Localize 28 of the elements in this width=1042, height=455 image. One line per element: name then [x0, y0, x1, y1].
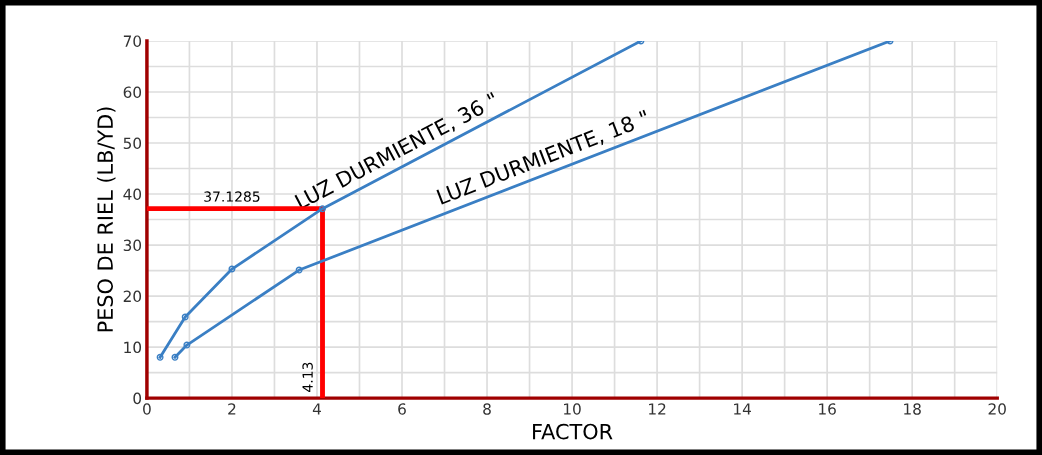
x-tick-label: 0	[143, 403, 151, 415]
annotation: 37.1285	[204, 191, 260, 202]
point	[181, 313, 189, 321]
y-tick-label: 50	[123, 137, 142, 150]
x-tick-label: 16	[819, 403, 836, 415]
x-tick-label: 18	[904, 403, 921, 415]
x-tick-label: 4	[312, 403, 321, 415]
x-tick-label: 2	[228, 403, 236, 415]
y-tick-label: 30	[123, 239, 142, 252]
y-tick-label: 20	[123, 290, 142, 303]
x-tick-label: 10	[564, 403, 581, 415]
annotation: 4.13	[302, 362, 313, 392]
y-axis-title: PESO DE RIEL (LB/YD)	[96, 107, 116, 332]
x-tick-label: 6	[398, 403, 406, 415]
y-tick-label: 0	[133, 392, 142, 405]
x-tick-label: 14	[734, 403, 751, 415]
x-tick-label: 12	[649, 403, 666, 415]
line-series	[171, 40, 894, 361]
x-axis-title: FACTOR	[533, 423, 613, 440]
point	[156, 353, 164, 361]
y-tick-label: 60	[123, 86, 142, 98]
point	[171, 353, 179, 361]
y-tick-label: 40	[123, 188, 142, 201]
x-tick-label: 20	[988, 403, 1006, 415]
x-tick-label: 8	[483, 403, 491, 415]
y-tick-label: 10	[124, 341, 142, 354]
y-tick-label: 70	[123, 35, 142, 47]
line-series	[156, 40, 645, 361]
